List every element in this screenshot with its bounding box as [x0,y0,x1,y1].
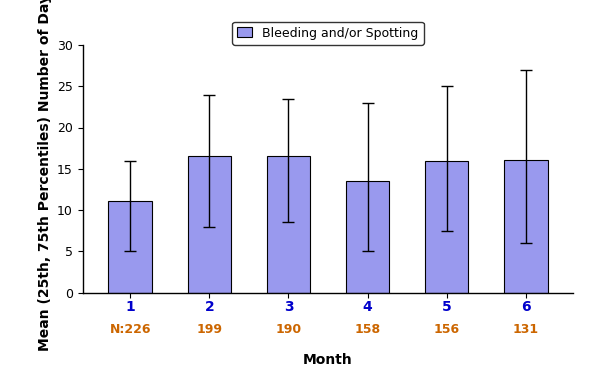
X-axis label: Month: Month [303,353,353,367]
Bar [267,156,310,292]
Legend: Bleeding and/or Spotting: Bleeding and/or Spotting [232,21,424,45]
Bar [187,156,231,292]
Text: N:226: N:226 [109,323,151,336]
Bar [109,201,152,292]
Text: 156: 156 [434,323,460,336]
Bar [504,160,547,292]
Bar [425,160,469,292]
Text: 158: 158 [355,323,381,336]
Bar [346,181,389,292]
Y-axis label: Mean (25th, 75th Percentiles) Number of Days: Mean (25th, 75th Percentiles) Number of … [38,0,51,351]
Text: 190: 190 [275,323,301,336]
Text: 199: 199 [196,323,222,336]
Text: 131: 131 [513,323,539,336]
